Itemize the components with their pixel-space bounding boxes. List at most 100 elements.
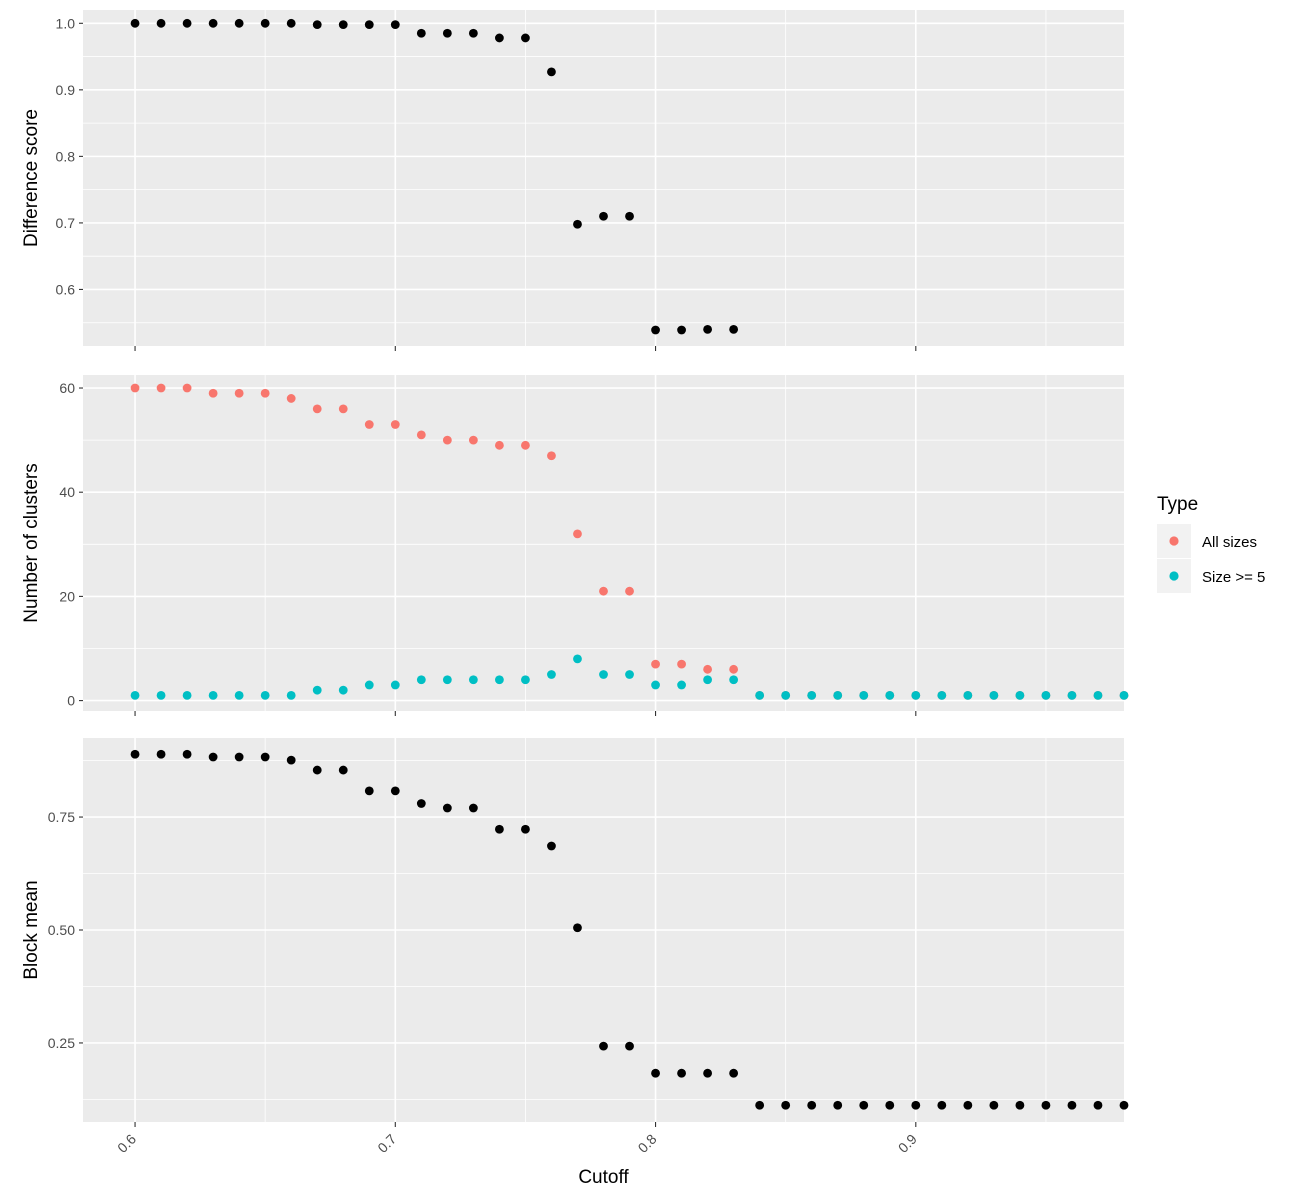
data-point <box>599 1041 608 1051</box>
data-point <box>234 690 244 700</box>
data-point <box>1119 690 1129 700</box>
data-point <box>547 670 556 679</box>
data-point <box>312 685 322 695</box>
data-point <box>521 33 530 43</box>
legend-title: Type <box>1157 494 1198 515</box>
legend-label-all-sizes: All sizes <box>1202 534 1257 551</box>
data-point <box>286 690 296 700</box>
data-point <box>1041 1100 1051 1110</box>
series-1 <box>130 18 739 335</box>
data-point <box>1093 1100 1103 1110</box>
y-tick-label: 1.0 <box>56 15 76 31</box>
data-point <box>390 786 400 796</box>
series-size-5 <box>130 654 1129 700</box>
data-point <box>703 1068 712 1078</box>
data-point <box>286 18 296 28</box>
data-point <box>442 803 452 813</box>
data-point <box>468 675 478 685</box>
data-point <box>468 435 478 445</box>
data-point <box>338 685 348 695</box>
series-1 <box>130 749 1129 1110</box>
data-point <box>963 690 973 700</box>
data-point <box>729 324 739 334</box>
data-point <box>547 841 556 851</box>
data-point <box>729 664 739 674</box>
data-point <box>1067 690 1077 700</box>
y-tick-label: 20 <box>59 588 75 604</box>
data-point <box>703 664 712 674</box>
legend-key-all-sizes <box>1169 536 1179 546</box>
data-point <box>182 690 192 700</box>
data-point <box>521 824 530 834</box>
data-point <box>781 1100 791 1110</box>
y-tick-label: 0.25 <box>48 1035 75 1051</box>
data-point <box>807 1100 817 1110</box>
data-point <box>859 1100 869 1110</box>
data-point <box>677 325 686 335</box>
y-axis-title: Block mean <box>21 880 42 979</box>
legend-key-size-ge-5 <box>1169 571 1179 581</box>
data-point <box>807 690 817 700</box>
data-point <box>495 33 504 43</box>
data-point <box>416 430 426 440</box>
data-point <box>286 394 296 403</box>
data-point <box>703 675 712 685</box>
data-point <box>547 451 556 461</box>
data-point <box>833 690 843 700</box>
y-axis-title: Number of clusters <box>21 463 42 622</box>
data-point <box>312 404 322 414</box>
data-point <box>338 20 348 30</box>
data-point <box>651 1068 660 1078</box>
data-point <box>234 18 244 28</box>
data-point <box>364 420 374 429</box>
data-point <box>937 690 947 700</box>
data-point <box>1067 1100 1077 1110</box>
data-point <box>442 435 452 445</box>
data-point <box>234 388 244 398</box>
data-point <box>182 18 192 28</box>
data-point <box>260 752 270 762</box>
data-point <box>260 18 270 28</box>
data-point <box>495 824 504 834</box>
data-point <box>364 20 374 30</box>
data-point <box>1093 690 1103 700</box>
data-point <box>677 680 686 690</box>
data-point <box>755 1100 765 1110</box>
data-point <box>625 670 634 679</box>
data-point <box>312 20 322 30</box>
y-tick-label: 0.7 <box>56 215 76 231</box>
data-point <box>677 659 686 669</box>
data-point <box>547 67 556 77</box>
data-point <box>1015 690 1025 700</box>
data-point <box>338 765 348 775</box>
y-tick-label: 0.50 <box>48 922 75 938</box>
data-point <box>156 690 166 700</box>
data-point <box>364 680 374 690</box>
panel-2: 0 20 40 60 Number of clusters <box>21 375 1129 716</box>
data-point <box>625 1041 634 1051</box>
data-point <box>833 1100 843 1110</box>
y-tick-label: 0.8 <box>56 148 76 164</box>
data-point <box>911 1100 921 1110</box>
data-point <box>1119 1100 1129 1110</box>
data-point <box>573 923 582 933</box>
legend: Type All sizes Size >= 5 <box>1157 494 1265 593</box>
data-point <box>911 690 921 700</box>
y-tick-label: 0 <box>67 693 75 709</box>
data-point <box>416 799 426 808</box>
data-point <box>729 675 739 685</box>
y-axis-title: Difference score <box>21 109 42 247</box>
data-point <box>1041 690 1051 700</box>
data-point <box>599 211 608 221</box>
data-point <box>599 670 608 679</box>
data-point <box>859 690 869 700</box>
y-tick-label: 0.9 <box>56 82 76 98</box>
data-point <box>416 28 426 38</box>
data-point <box>625 211 634 221</box>
data-point <box>442 675 452 685</box>
panel-background <box>83 10 1124 346</box>
y-tick-label: 60 <box>59 380 75 396</box>
data-point <box>130 18 140 28</box>
data-point <box>651 325 660 335</box>
